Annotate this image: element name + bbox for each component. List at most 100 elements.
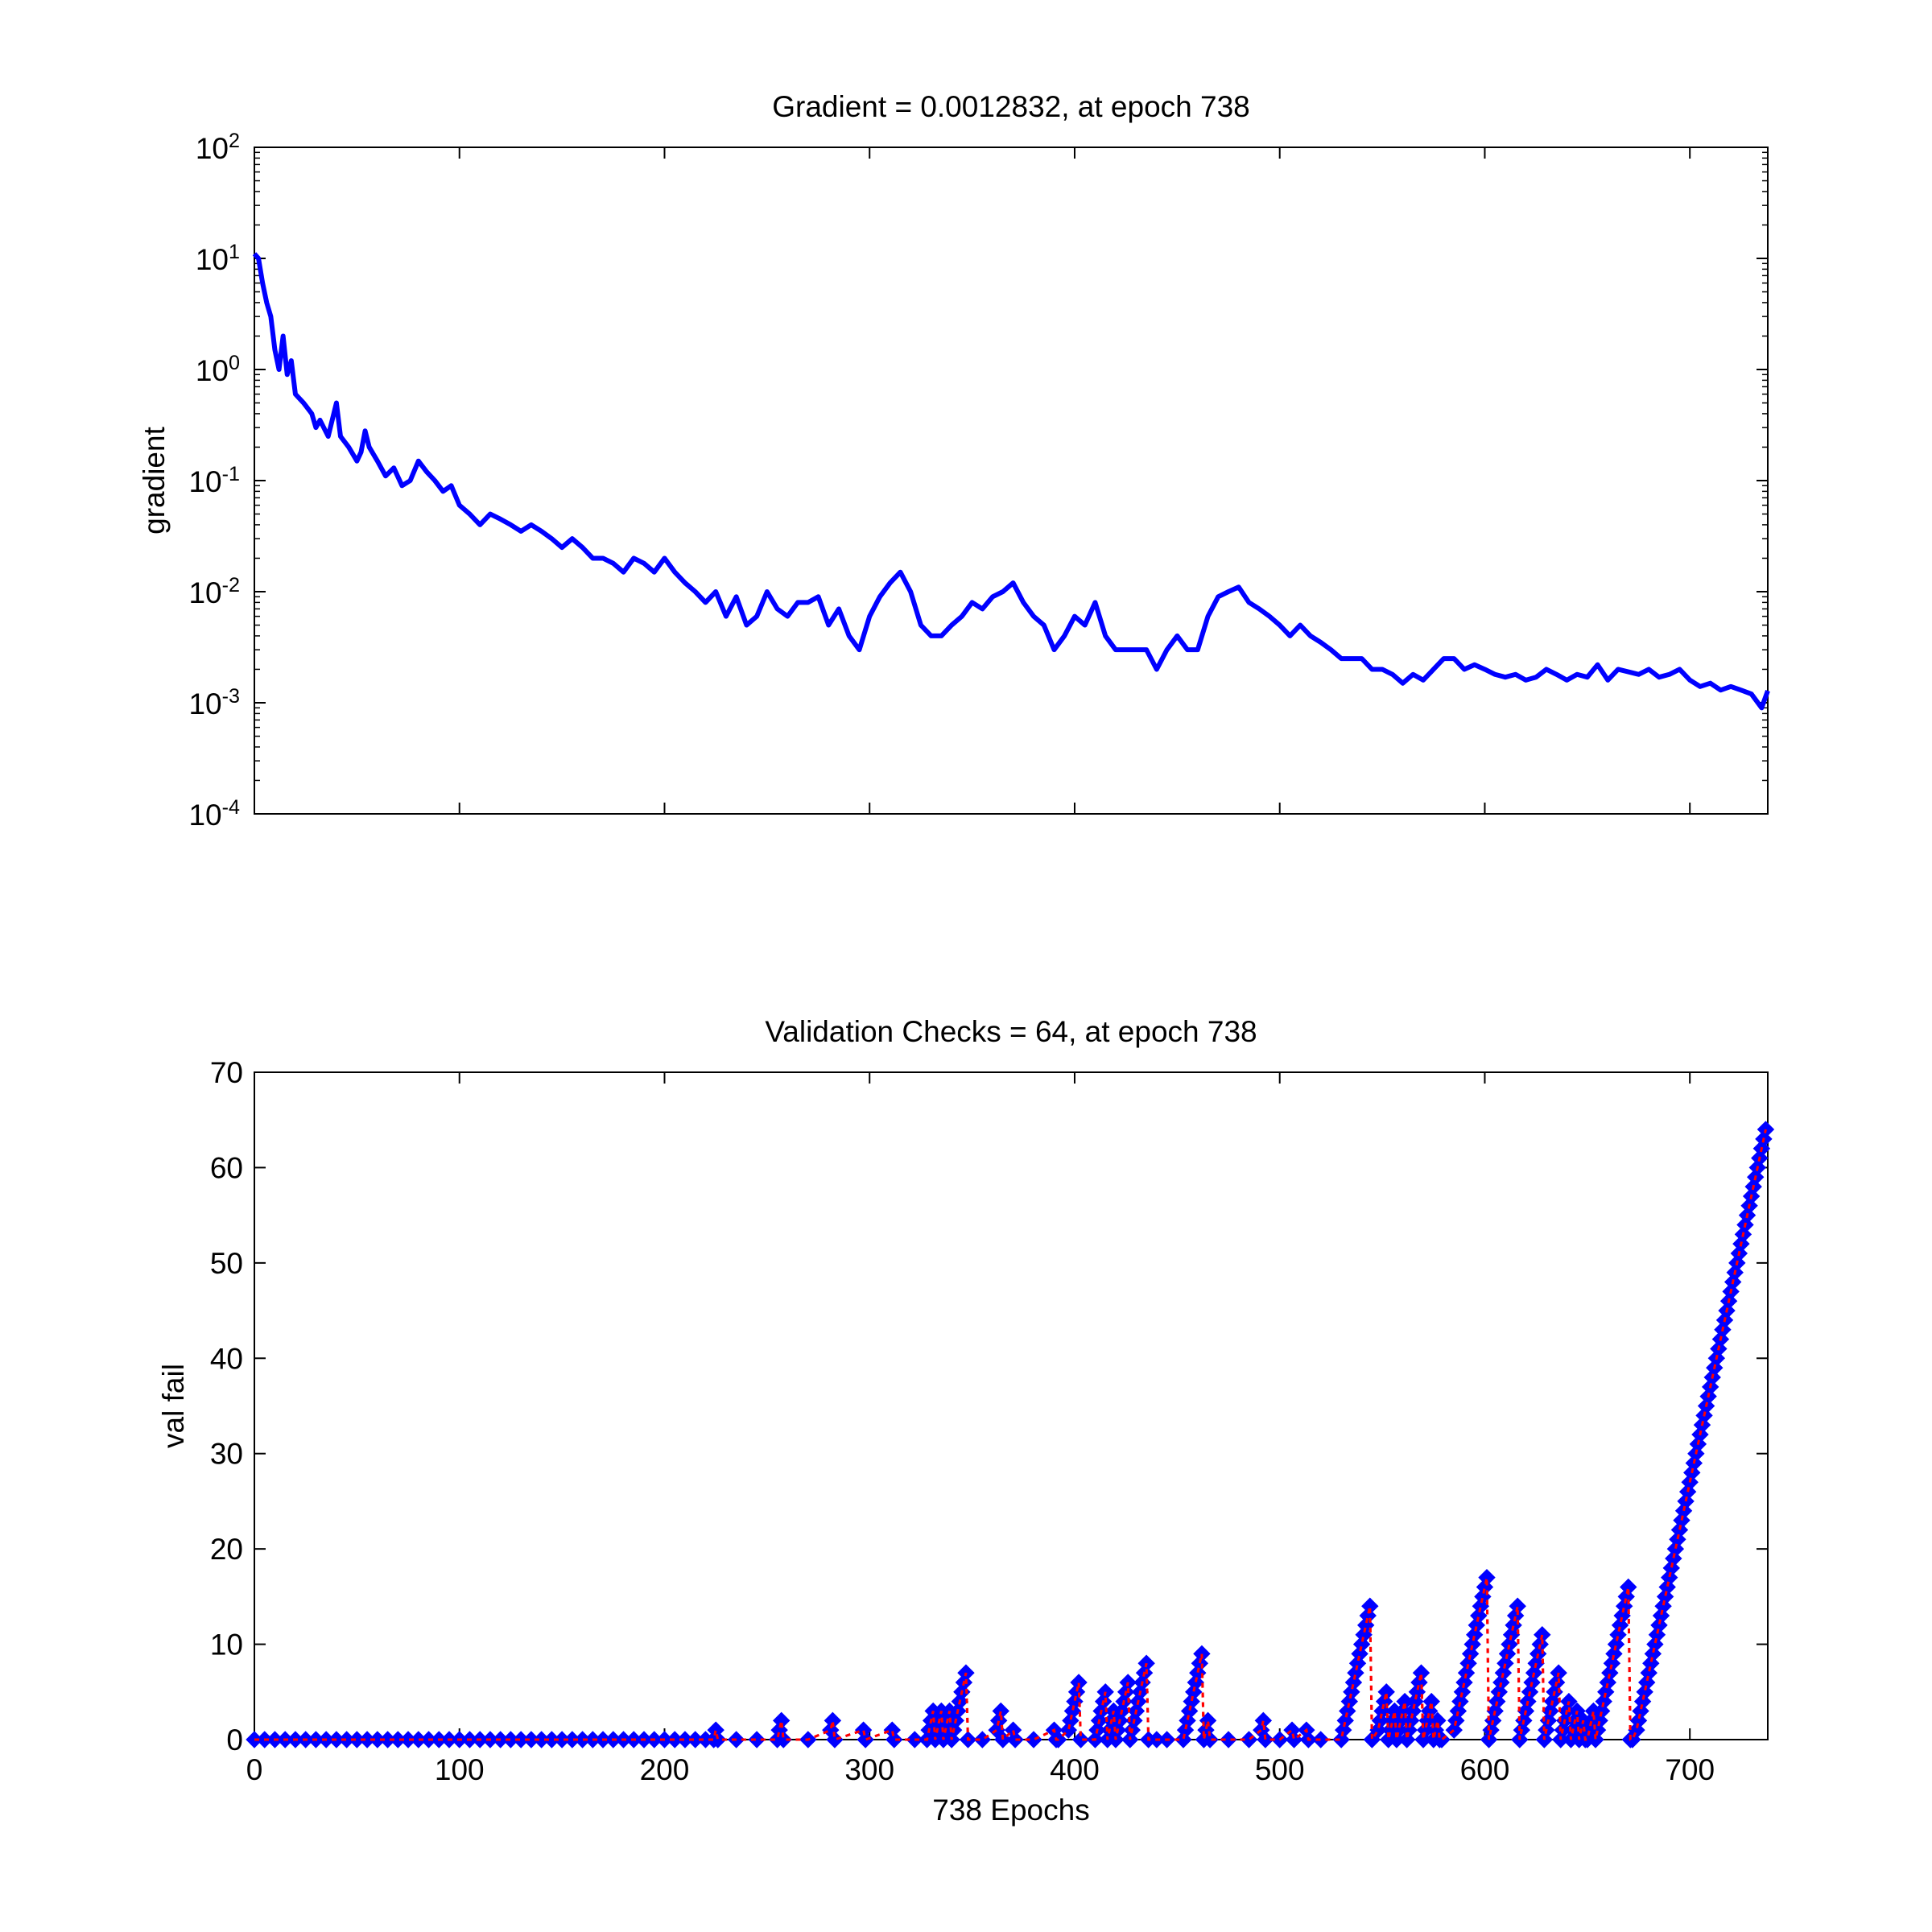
marker [1340,1692,1359,1711]
marker [1457,1664,1476,1682]
marker [1587,1731,1604,1748]
y-tick-label: 10-1 [188,463,240,498]
marker [1220,1731,1237,1748]
marker [1257,1731,1274,1748]
y-tick-exponent: -3 [222,685,240,708]
marker [1412,1664,1430,1682]
marker [1451,1692,1469,1711]
y-tick-label: 60 [210,1151,243,1184]
marker [1332,1731,1350,1748]
marker [824,1711,842,1730]
y-tick-label: 30 [210,1438,243,1471]
marker [1640,1664,1657,1682]
marker [1351,1645,1368,1663]
marker [1595,1692,1612,1711]
marker [857,1731,874,1748]
marker [1609,1626,1627,1644]
marker [1410,1674,1428,1691]
marker [1347,1664,1364,1682]
marker [1611,1616,1629,1634]
y-tick-exponent: 1 [229,241,240,263]
marker [1506,1607,1525,1624]
y-tick-base: 10 [196,243,229,276]
marker [1344,1674,1363,1691]
marker [1189,1664,1207,1682]
y-tick-label: 10-4 [188,796,240,832]
y-tick-base: 10 [188,687,221,720]
x-tick-label: 400 [1050,1753,1100,1786]
marker [1361,1597,1379,1615]
marker [1463,1635,1481,1653]
marker [1006,1731,1024,1748]
chart-title: Validation Checks = 64, at epoch 738 [765,1015,1257,1048]
marker [1603,1654,1621,1672]
marker [1666,1540,1685,1558]
marker [1339,1702,1356,1720]
x-tick-label: 700 [1665,1753,1715,1786]
marker [1620,1578,1637,1596]
y-tick-label: 70 [210,1056,243,1089]
x-axis-label: 738 Epochs [932,1794,1089,1827]
y-tick-label: 40 [210,1342,243,1375]
x-tick-label: 200 [640,1753,690,1786]
x-tick-label: 500 [1255,1753,1305,1786]
marker [748,1731,766,1748]
marker [1632,1702,1649,1720]
y-tick-label: 10 [210,1629,243,1662]
marker [1468,1616,1485,1634]
marker [1455,1674,1473,1691]
marker [1599,1674,1617,1691]
marker [1352,1635,1371,1653]
marker [1466,1626,1484,1644]
marker [1498,1645,1517,1663]
marker [1025,1731,1042,1748]
marker [1433,1731,1451,1748]
chart-title: Gradient = 0.0012832, at epoch 738 [772,90,1250,123]
y-tick-base: 10 [188,799,221,832]
marker [1644,1645,1662,1663]
y-tick-label: 20 [210,1533,243,1566]
x-tick-label: 0 [246,1753,263,1786]
y-tick-label: 100 [196,352,240,387]
marker [1629,1711,1648,1730]
marker [772,1711,791,1730]
y-tick-exponent: -2 [222,574,240,597]
y-tick-exponent: 2 [229,130,240,152]
marker [1601,1664,1619,1682]
y-tick-label: 0 [226,1724,243,1757]
marker [1404,1702,1422,1720]
marker [1658,1578,1676,1596]
y-tick-base: 10 [188,465,221,498]
marker [1461,1645,1480,1663]
marker [1062,1711,1080,1730]
marker [1478,1568,1496,1587]
y-tick-exponent: -1 [222,463,240,485]
marker [886,1731,903,1748]
y-tick-base: 10 [196,354,229,387]
marker [1193,1645,1211,1663]
marker [1607,1635,1625,1653]
marker [990,1711,1008,1730]
y-tick-exponent: 0 [229,352,240,374]
y-tick-label: 10-3 [188,685,240,720]
marker [1377,1683,1395,1701]
marker [1447,1711,1465,1730]
data-line [252,252,1770,711]
marker [1531,1635,1549,1653]
y-tick-label: 50 [210,1247,243,1280]
marker [1605,1645,1623,1663]
marker [1071,1731,1090,1748]
marker [1476,1578,1494,1596]
y-tick-label: 101 [196,241,240,276]
y-tick-label: 10-2 [188,574,240,609]
x-tick-label: 600 [1460,1753,1510,1786]
marker [1359,1607,1377,1624]
marker [1179,1711,1196,1730]
marker [1449,1702,1468,1720]
marker [1642,1654,1660,1672]
marker [1459,1654,1477,1672]
marker [1311,1731,1330,1748]
x-tick-label: 100 [435,1753,485,1786]
marker [1633,1692,1652,1711]
